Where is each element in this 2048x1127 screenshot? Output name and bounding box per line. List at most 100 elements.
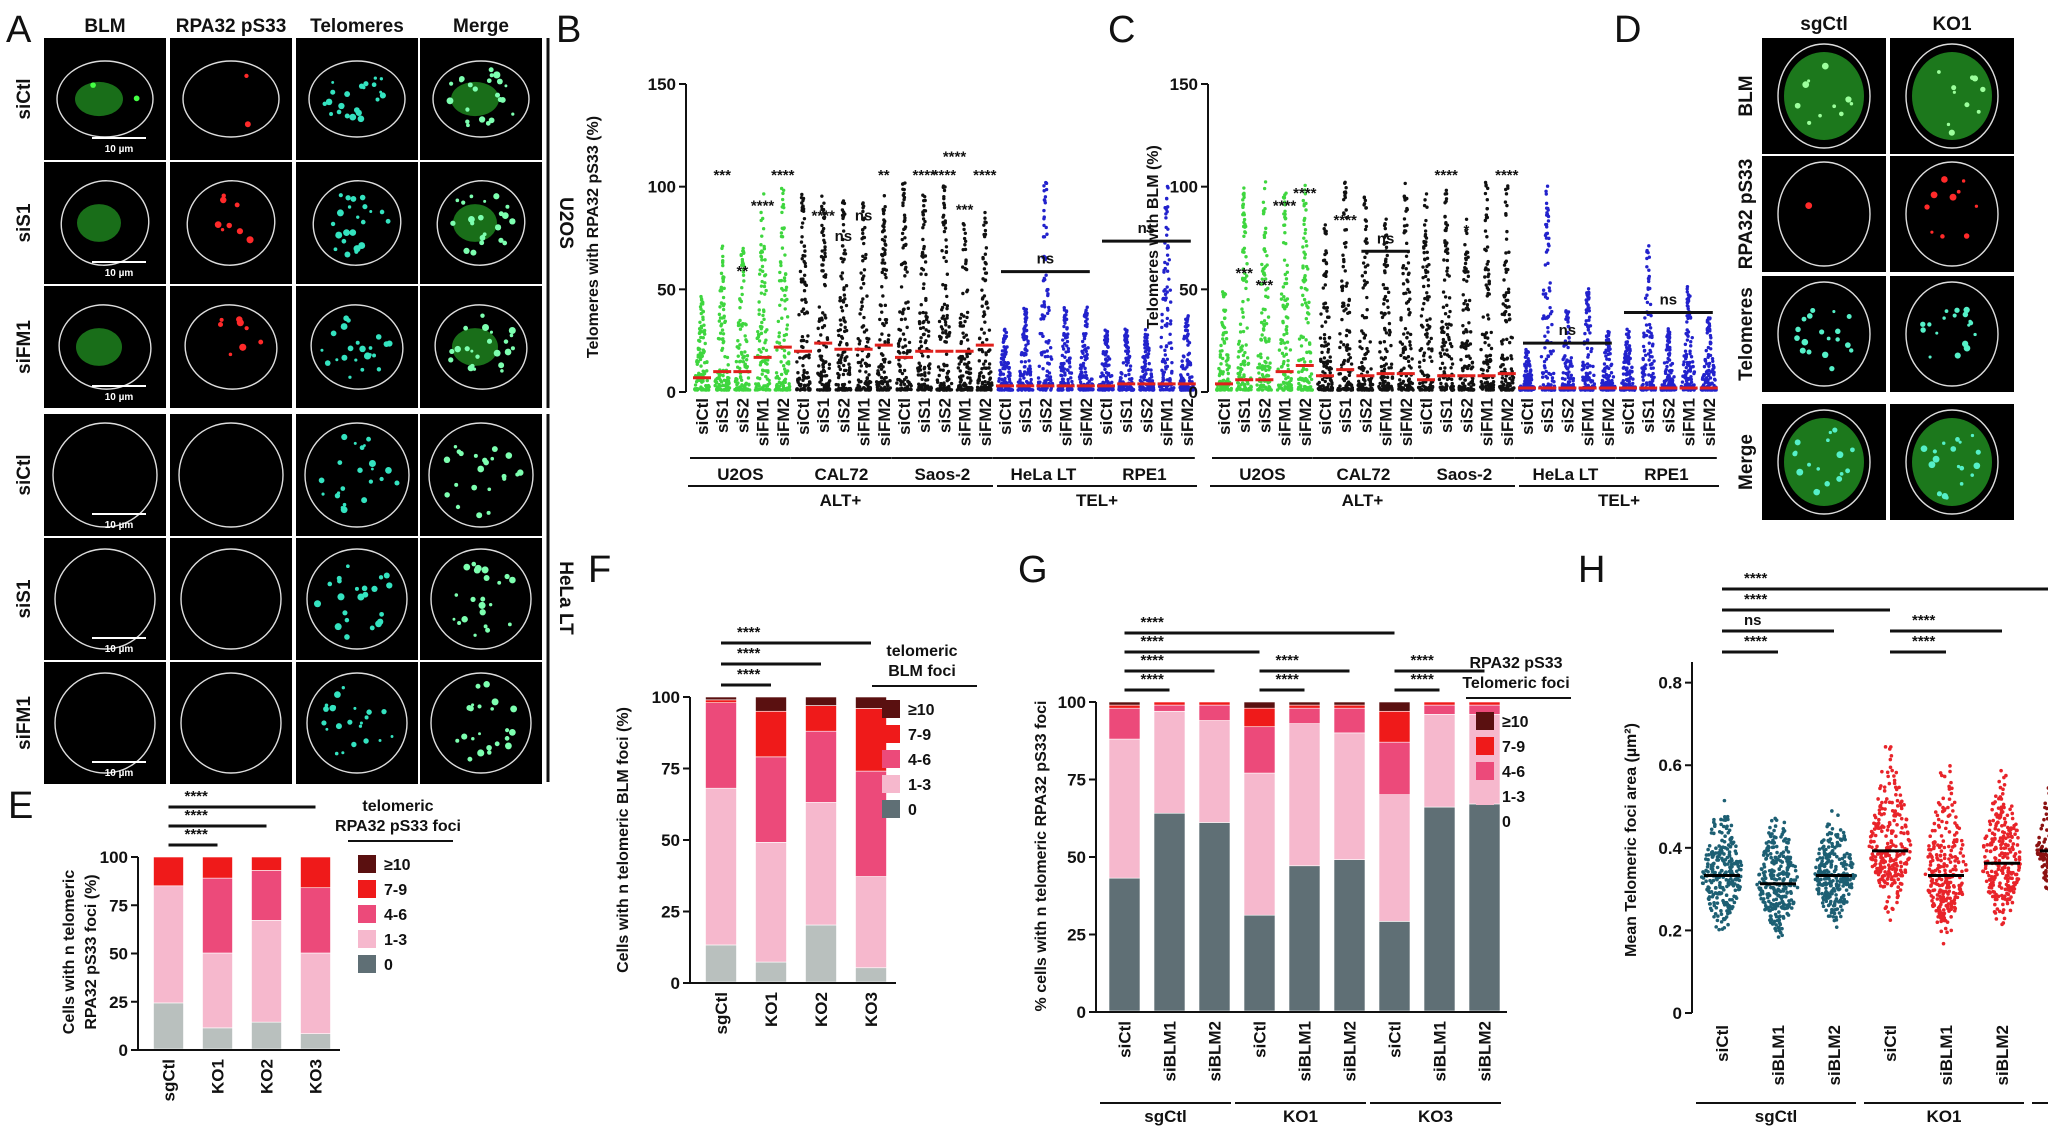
data-point	[840, 213, 845, 218]
data-point	[1342, 241, 1347, 246]
data-point	[1323, 283, 1328, 287]
data-point	[775, 348, 779, 352]
data-point	[963, 247, 968, 252]
data-point	[1487, 282, 1491, 286]
data-point	[738, 306, 742, 310]
data-point	[783, 307, 787, 311]
data-point	[1402, 217, 1407, 221]
data-point	[1281, 303, 1285, 308]
data-point	[1445, 332, 1450, 337]
data-point	[1242, 234, 1246, 238]
data-point	[887, 333, 891, 337]
data-point	[841, 237, 845, 242]
data-point	[1259, 338, 1263, 342]
focus-dot	[364, 715, 369, 720]
focus-dot	[467, 364, 475, 372]
data-point	[864, 252, 868, 257]
category-label: siCtl	[1215, 398, 1234, 435]
data-point	[821, 233, 826, 238]
data-point	[923, 340, 928, 345]
focus-dot	[508, 327, 516, 335]
data-point	[1264, 321, 1269, 326]
data-point	[1267, 368, 1271, 372]
focus-dot	[490, 707, 494, 711]
data-point	[858, 312, 862, 316]
data-point	[845, 343, 849, 347]
data-point	[1363, 227, 1368, 232]
focus-dot	[1836, 475, 1843, 482]
data-point	[1377, 384, 1381, 389]
data-point	[699, 294, 703, 299]
data-point	[1037, 386, 1041, 391]
data-point	[1367, 377, 1371, 382]
data-point	[1422, 284, 1426, 289]
data-point	[759, 327, 763, 331]
data-point	[1143, 364, 1147, 369]
data-point	[1148, 377, 1152, 381]
data-point	[1143, 362, 1148, 366]
data-point	[861, 297, 865, 301]
data-point	[1262, 322, 1266, 327]
data-point	[1169, 346, 1174, 351]
data-point	[820, 207, 824, 212]
data-point	[802, 259, 806, 264]
data-point	[1309, 372, 1314, 376]
data-point	[962, 381, 967, 386]
data-point	[1439, 381, 1443, 386]
data-point	[1439, 326, 1444, 330]
data-point	[901, 246, 905, 250]
focus-dot	[325, 727, 329, 731]
data-point	[1025, 371, 1030, 376]
data-point	[802, 376, 807, 380]
panel-letter-B: B	[556, 9, 581, 51]
data-point	[719, 285, 724, 289]
data-point	[726, 375, 730, 380]
data-point	[1280, 351, 1285, 356]
data-point	[805, 310, 809, 314]
data-point	[1309, 377, 1314, 382]
focus-dot	[450, 220, 456, 226]
data-point	[924, 328, 928, 332]
data-point	[1323, 340, 1327, 344]
focus-dot	[471, 736, 475, 741]
data-point	[1485, 206, 1489, 211]
focus-dot	[1935, 331, 1939, 335]
data-point	[1490, 381, 1495, 386]
data-point	[947, 386, 951, 390]
data-point	[1283, 298, 1287, 302]
data-point	[1260, 373, 1265, 377]
data-point	[861, 227, 865, 232]
focus-dot	[1950, 446, 1957, 452]
data-point	[886, 388, 890, 392]
data-point	[783, 253, 787, 257]
data-point	[1083, 366, 1087, 371]
focus-dot	[472, 86, 478, 92]
focus-dot	[341, 751, 345, 755]
data-point	[824, 345, 829, 349]
data-point	[1503, 200, 1508, 204]
micro-a-cell-u2os: U2OS	[555, 197, 576, 249]
data-point	[780, 235, 785, 239]
focus-dot	[1937, 70, 1941, 74]
data-point	[956, 366, 961, 370]
focus-dot	[1930, 230, 1934, 234]
data-point	[1445, 353, 1450, 357]
data-point	[823, 316, 828, 320]
data-point	[841, 260, 845, 264]
focus-dot	[354, 358, 358, 362]
data-point	[841, 244, 845, 248]
data-point	[761, 368, 766, 373]
focus-dot	[452, 617, 456, 621]
data-point	[1461, 323, 1465, 328]
micro-a-column-2: Telomeres	[310, 16, 404, 37]
data-point	[1242, 213, 1247, 217]
data-point	[1018, 371, 1023, 376]
data-point	[1030, 388, 1035, 392]
data-point	[1321, 370, 1325, 374]
data-point	[737, 346, 741, 350]
data-point	[921, 217, 926, 221]
focus-dot	[479, 609, 486, 616]
focus-dot	[471, 703, 475, 707]
focus-dot	[505, 728, 510, 733]
data-point	[1485, 198, 1489, 202]
